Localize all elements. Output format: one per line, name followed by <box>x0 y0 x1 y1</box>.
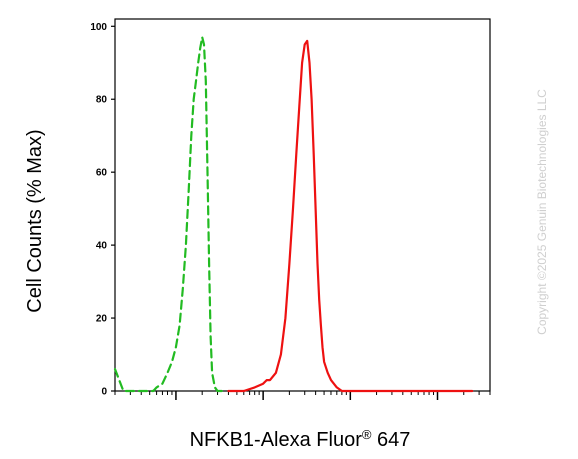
y-tick-label: 60 <box>96 168 108 179</box>
x-axis-title-sup: ® <box>362 427 372 442</box>
x-axis-title-main: NFKB1-Alexa Fluor <box>190 429 363 451</box>
x-axis-title: NFKB1-Alexa Fluor® 647 <box>190 427 411 451</box>
y-axis: 0 20 40 60 80 100 <box>90 22 115 398</box>
series-layer <box>113 36 474 393</box>
watermark: Copyright ©2025 Genuin Biotechnologies L… <box>535 89 549 335</box>
y-tick-label: 20 <box>96 314 108 325</box>
plot-frame <box>114 18 491 392</box>
y-axis-title: Cell Counts (% Max) <box>24 129 46 312</box>
y-tick-label: 40 <box>96 241 108 252</box>
y-tick-label: 0 <box>101 387 107 398</box>
x-axis <box>114 391 491 400</box>
y-tick-label: 80 <box>96 95 108 106</box>
y-tick-label: 100 <box>90 22 107 33</box>
series-line-0 <box>113 36 225 393</box>
series-line-1 <box>227 39 474 393</box>
x-axis-title-tail: 647 <box>371 429 410 451</box>
